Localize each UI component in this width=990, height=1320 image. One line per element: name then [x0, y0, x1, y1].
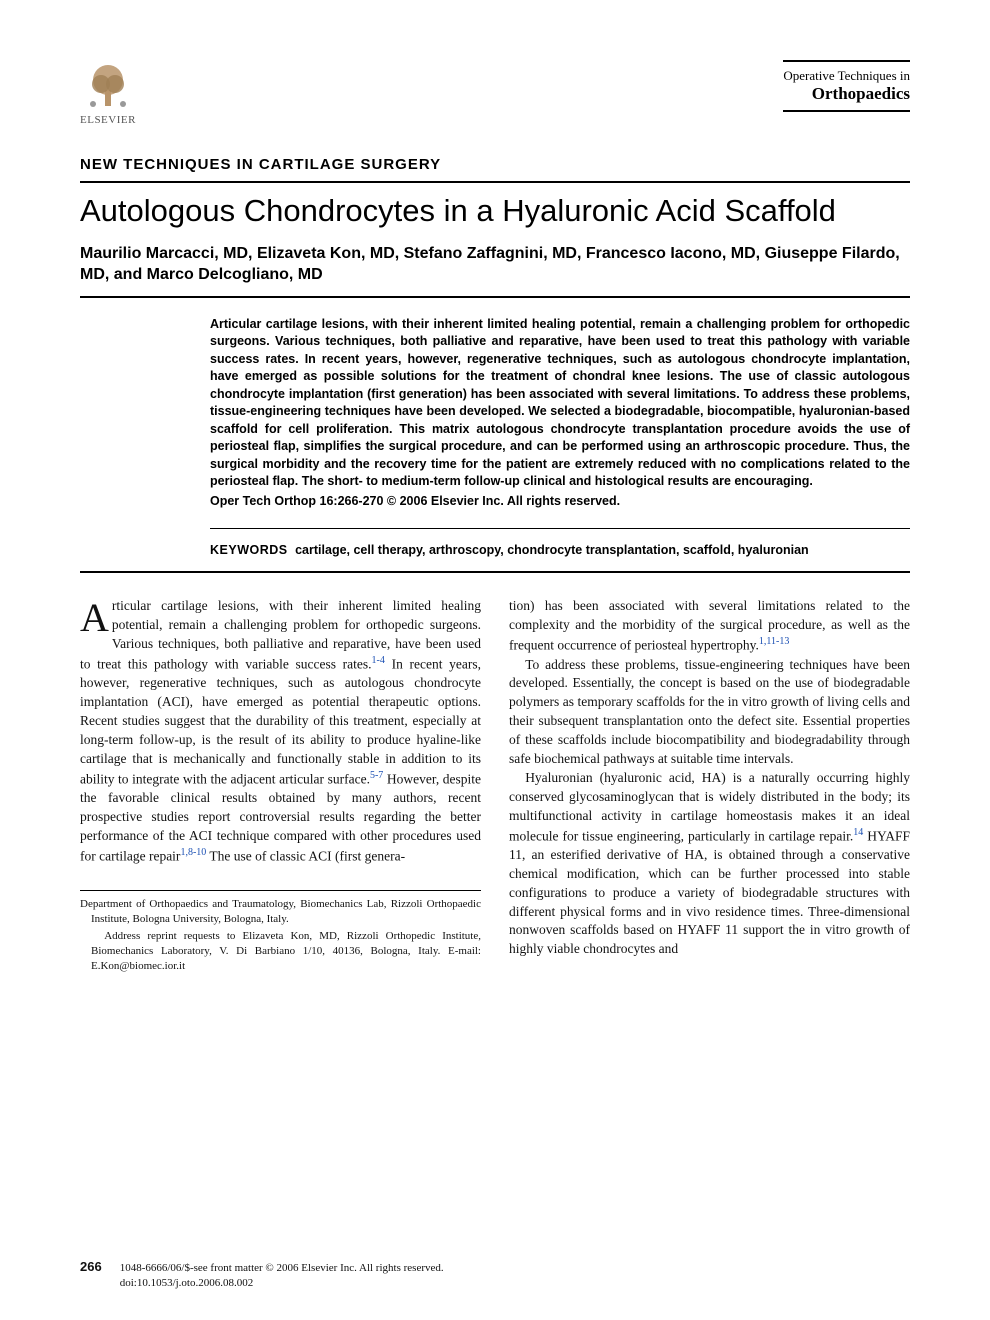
- footer-doi: doi:10.1053/j.oto.2006.08.002: [120, 1277, 254, 1289]
- keywords-block: KEYWORDS cartilage, cell therapy, arthro…: [210, 543, 910, 557]
- ref-link-5-7[interactable]: 5-7: [370, 770, 383, 781]
- abstract: Articular cartilage lesions, with their …: [210, 316, 910, 511]
- elsevier-tree-icon: [83, 60, 133, 110]
- page-footer: 266 1048-6666/06/$-see front matter © 20…: [80, 1259, 910, 1290]
- body-para-2: To address these problems, tissue-engine…: [509, 656, 910, 769]
- ref-link-14[interactable]: 14: [853, 827, 863, 838]
- ref-link-1-8-10[interactable]: 1,8-10: [180, 847, 206, 858]
- section-label: NEW TECHNIQUES IN CARTILAGE SURGERY: [80, 156, 910, 173]
- body-para-3: Hyaluronian (hyaluronic acid, HA) is a n…: [509, 769, 910, 959]
- keywords-label: KEYWORDS: [210, 543, 288, 557]
- p3a: Hyaluronian (hyaluronic acid, HA) is a n…: [509, 770, 910, 843]
- affiliation-reprint: Address reprint requests to Elizaveta Ko…: [80, 929, 481, 974]
- publisher-name: ELSEVIER: [80, 114, 136, 126]
- keywords-text: cartilage, cell therapy, arthroscopy, ch…: [295, 543, 809, 557]
- journal-line1: Operative Techniques in: [783, 68, 910, 84]
- p1cont: tion) has been associated with several l…: [509, 598, 910, 652]
- page-header: ELSEVIER Operative Techniques in Orthopa…: [80, 60, 910, 126]
- article-title: Autologous Chondrocytes in a Hyaluronic …: [80, 193, 910, 229]
- ref-link-1-11-13[interactable]: 1,11-13: [759, 636, 789, 647]
- author-list: Maurilio Marcacci, MD, Elizaveta Kon, MD…: [80, 243, 910, 286]
- journal-title-box: Operative Techniques in Orthopaedics: [783, 60, 910, 112]
- page-number: 266: [80, 1259, 102, 1274]
- journal-line2: Orthopaedics: [783, 84, 910, 104]
- publisher-logo: ELSEVIER: [80, 60, 136, 126]
- dropcap: A: [80, 597, 112, 635]
- affiliation-dept: Department of Orthopaedics and Traumatol…: [80, 897, 481, 927]
- p3b: HYAFF 11, an esterified derivative of HA…: [509, 828, 910, 956]
- footer-copyright: 1048-6666/06/$-see front matter © 2006 E…: [120, 1262, 444, 1274]
- body-para-1-cont: tion) has been associated with several l…: [509, 597, 910, 655]
- rule-after-kw: [80, 571, 910, 573]
- body-para-1: Articular cartilage lesions, with their …: [80, 597, 481, 866]
- abstract-text: Articular cartilage lesions, with their …: [210, 317, 910, 489]
- column-left: Articular cartilage lesions, with their …: [80, 597, 481, 975]
- rule-abstract-kw: [210, 528, 910, 529]
- rule-top: [80, 181, 910, 183]
- ref-link-1-4[interactable]: 1-4: [372, 655, 385, 666]
- column-right: tion) has been associated with several l…: [509, 597, 910, 975]
- affiliation-block: Department of Orthopaedics and Traumatol…: [80, 890, 481, 973]
- p1b: In recent years, however, regenerative t…: [80, 657, 481, 787]
- p1d: The use of classic ACI (first genera-: [206, 848, 405, 863]
- citation-line: Oper Tech Orthop 16:266-270 © 2006 Elsev…: [210, 493, 910, 511]
- footer-meta: 1048-6666/06/$-see front matter © 2006 E…: [120, 1261, 444, 1290]
- body-columns: Articular cartilage lesions, with their …: [80, 597, 910, 975]
- rule-after-authors: [80, 296, 910, 298]
